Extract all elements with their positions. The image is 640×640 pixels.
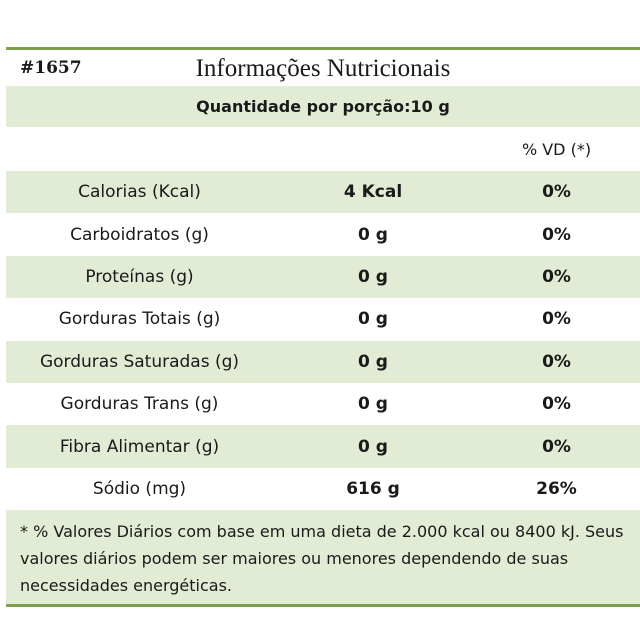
nutrient-amount: 616 g <box>346 478 400 499</box>
product-code: #1657 <box>20 58 82 78</box>
nutrient-label: Gorduras Totais (g) <box>58 309 221 330</box>
nutrient-vd: 0% <box>542 394 571 415</box>
nutrient-label: Sódio (mg) <box>92 478 187 499</box>
table-title: Informações Nutricionais <box>195 55 451 82</box>
column-header-row: % VD (*) <box>6 127 640 171</box>
title-row: #1657 Informações Nutricionais <box>6 50 640 86</box>
nutrient-vd: 0% <box>542 309 571 330</box>
nutrient-label: Calorias (Kcal) <box>78 182 201 203</box>
nutrition-facts-table: #1657 Informações Nutricionais Quantidad… <box>6 47 640 608</box>
nutrient-vd: 26% <box>536 478 577 499</box>
nutrient-label: Gorduras Trans (g) <box>60 394 219 415</box>
table-row: Proteínas (g) 0 g 0% <box>6 255 640 299</box>
column-header-vd: % VD (*) <box>521 139 592 159</box>
nutrient-label: Gorduras Saturadas (g) <box>39 351 240 372</box>
nutrient-label: Fibra Alimentar (g) <box>59 436 220 457</box>
nutrient-vd: 0% <box>542 224 571 245</box>
nutrient-vd: 0% <box>542 351 571 372</box>
table-row: Gorduras Trans (g) 0 g 0% <box>6 382 640 426</box>
footnote: * % Valores Diários com base em uma diet… <box>6 510 640 605</box>
nutrient-amount: 4 Kcal <box>343 182 403 203</box>
nutrient-amount: 0 g <box>358 394 388 415</box>
serving-size: Quantidade por porção:10 g <box>6 86 640 127</box>
table-row: Gorduras Saturadas (g) 0 g 0% <box>6 340 640 383</box>
table-row: Sódio (mg) 616 g 26% <box>6 467 640 511</box>
nutrient-amount: 0 g <box>358 351 388 372</box>
nutrient-label: Proteínas (g) <box>85 266 194 287</box>
table-row: Carboidratos (g) 0 g 0% <box>6 213 640 256</box>
table-row: Fibra Alimentar (g) 0 g 0% <box>6 425 640 468</box>
nutrient-amount: 0 g <box>358 436 388 457</box>
table-row: Calorias (Kcal) 4 Kcal 0% <box>6 171 640 214</box>
nutrient-vd: 0% <box>542 436 571 457</box>
nutrient-amount: 0 g <box>358 224 388 245</box>
nutrient-vd: 0% <box>542 266 571 287</box>
nutrient-label: Carboidratos (g) <box>70 224 209 245</box>
nutrient-vd: 0% <box>542 182 571 203</box>
nutrient-amount: 0 g <box>358 309 388 330</box>
table-row: Gorduras Totais (g) 0 g 0% <box>6 298 640 341</box>
nutrient-amount: 0 g <box>358 266 388 287</box>
